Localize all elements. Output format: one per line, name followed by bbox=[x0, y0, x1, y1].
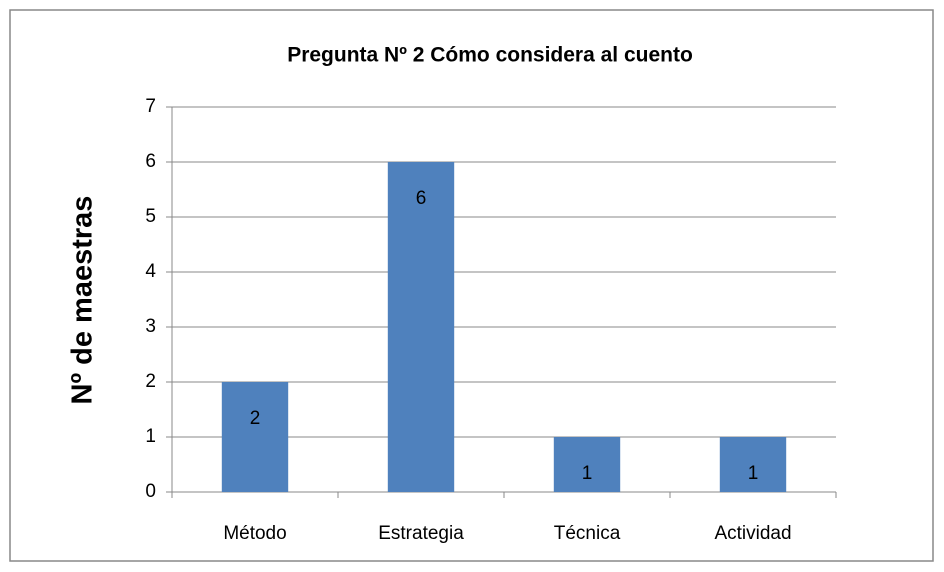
chart-title: Pregunta Nº 2 Cómo considera al cuento bbox=[287, 44, 693, 67]
y-tick-label: 7 bbox=[145, 96, 156, 117]
x-tick-label: Actividad bbox=[714, 523, 791, 544]
y-tick-label: 4 bbox=[145, 261, 156, 282]
bar bbox=[387, 162, 455, 492]
chart-border bbox=[9, 9, 934, 562]
bar bbox=[719, 437, 787, 492]
y-tick-label: 0 bbox=[145, 481, 156, 502]
y-tick-label: 3 bbox=[145, 316, 156, 337]
bar bbox=[221, 382, 289, 492]
y-tick-label: 1 bbox=[145, 426, 156, 447]
y-tick-label: 5 bbox=[145, 206, 156, 227]
y-axis-label: Nº de maestras bbox=[67, 196, 99, 405]
x-tick-label: Estrategia bbox=[378, 523, 464, 544]
data-label: 6 bbox=[416, 188, 427, 209]
data-label: 2 bbox=[250, 408, 261, 429]
data-label: 1 bbox=[748, 463, 759, 484]
x-tick-label: Método bbox=[223, 523, 286, 544]
y-tick-label: 6 bbox=[145, 151, 156, 172]
x-tick-label: Técnica bbox=[554, 523, 621, 544]
y-tick-label: 2 bbox=[145, 371, 156, 392]
bar bbox=[553, 437, 621, 492]
data-label: 1 bbox=[582, 463, 593, 484]
